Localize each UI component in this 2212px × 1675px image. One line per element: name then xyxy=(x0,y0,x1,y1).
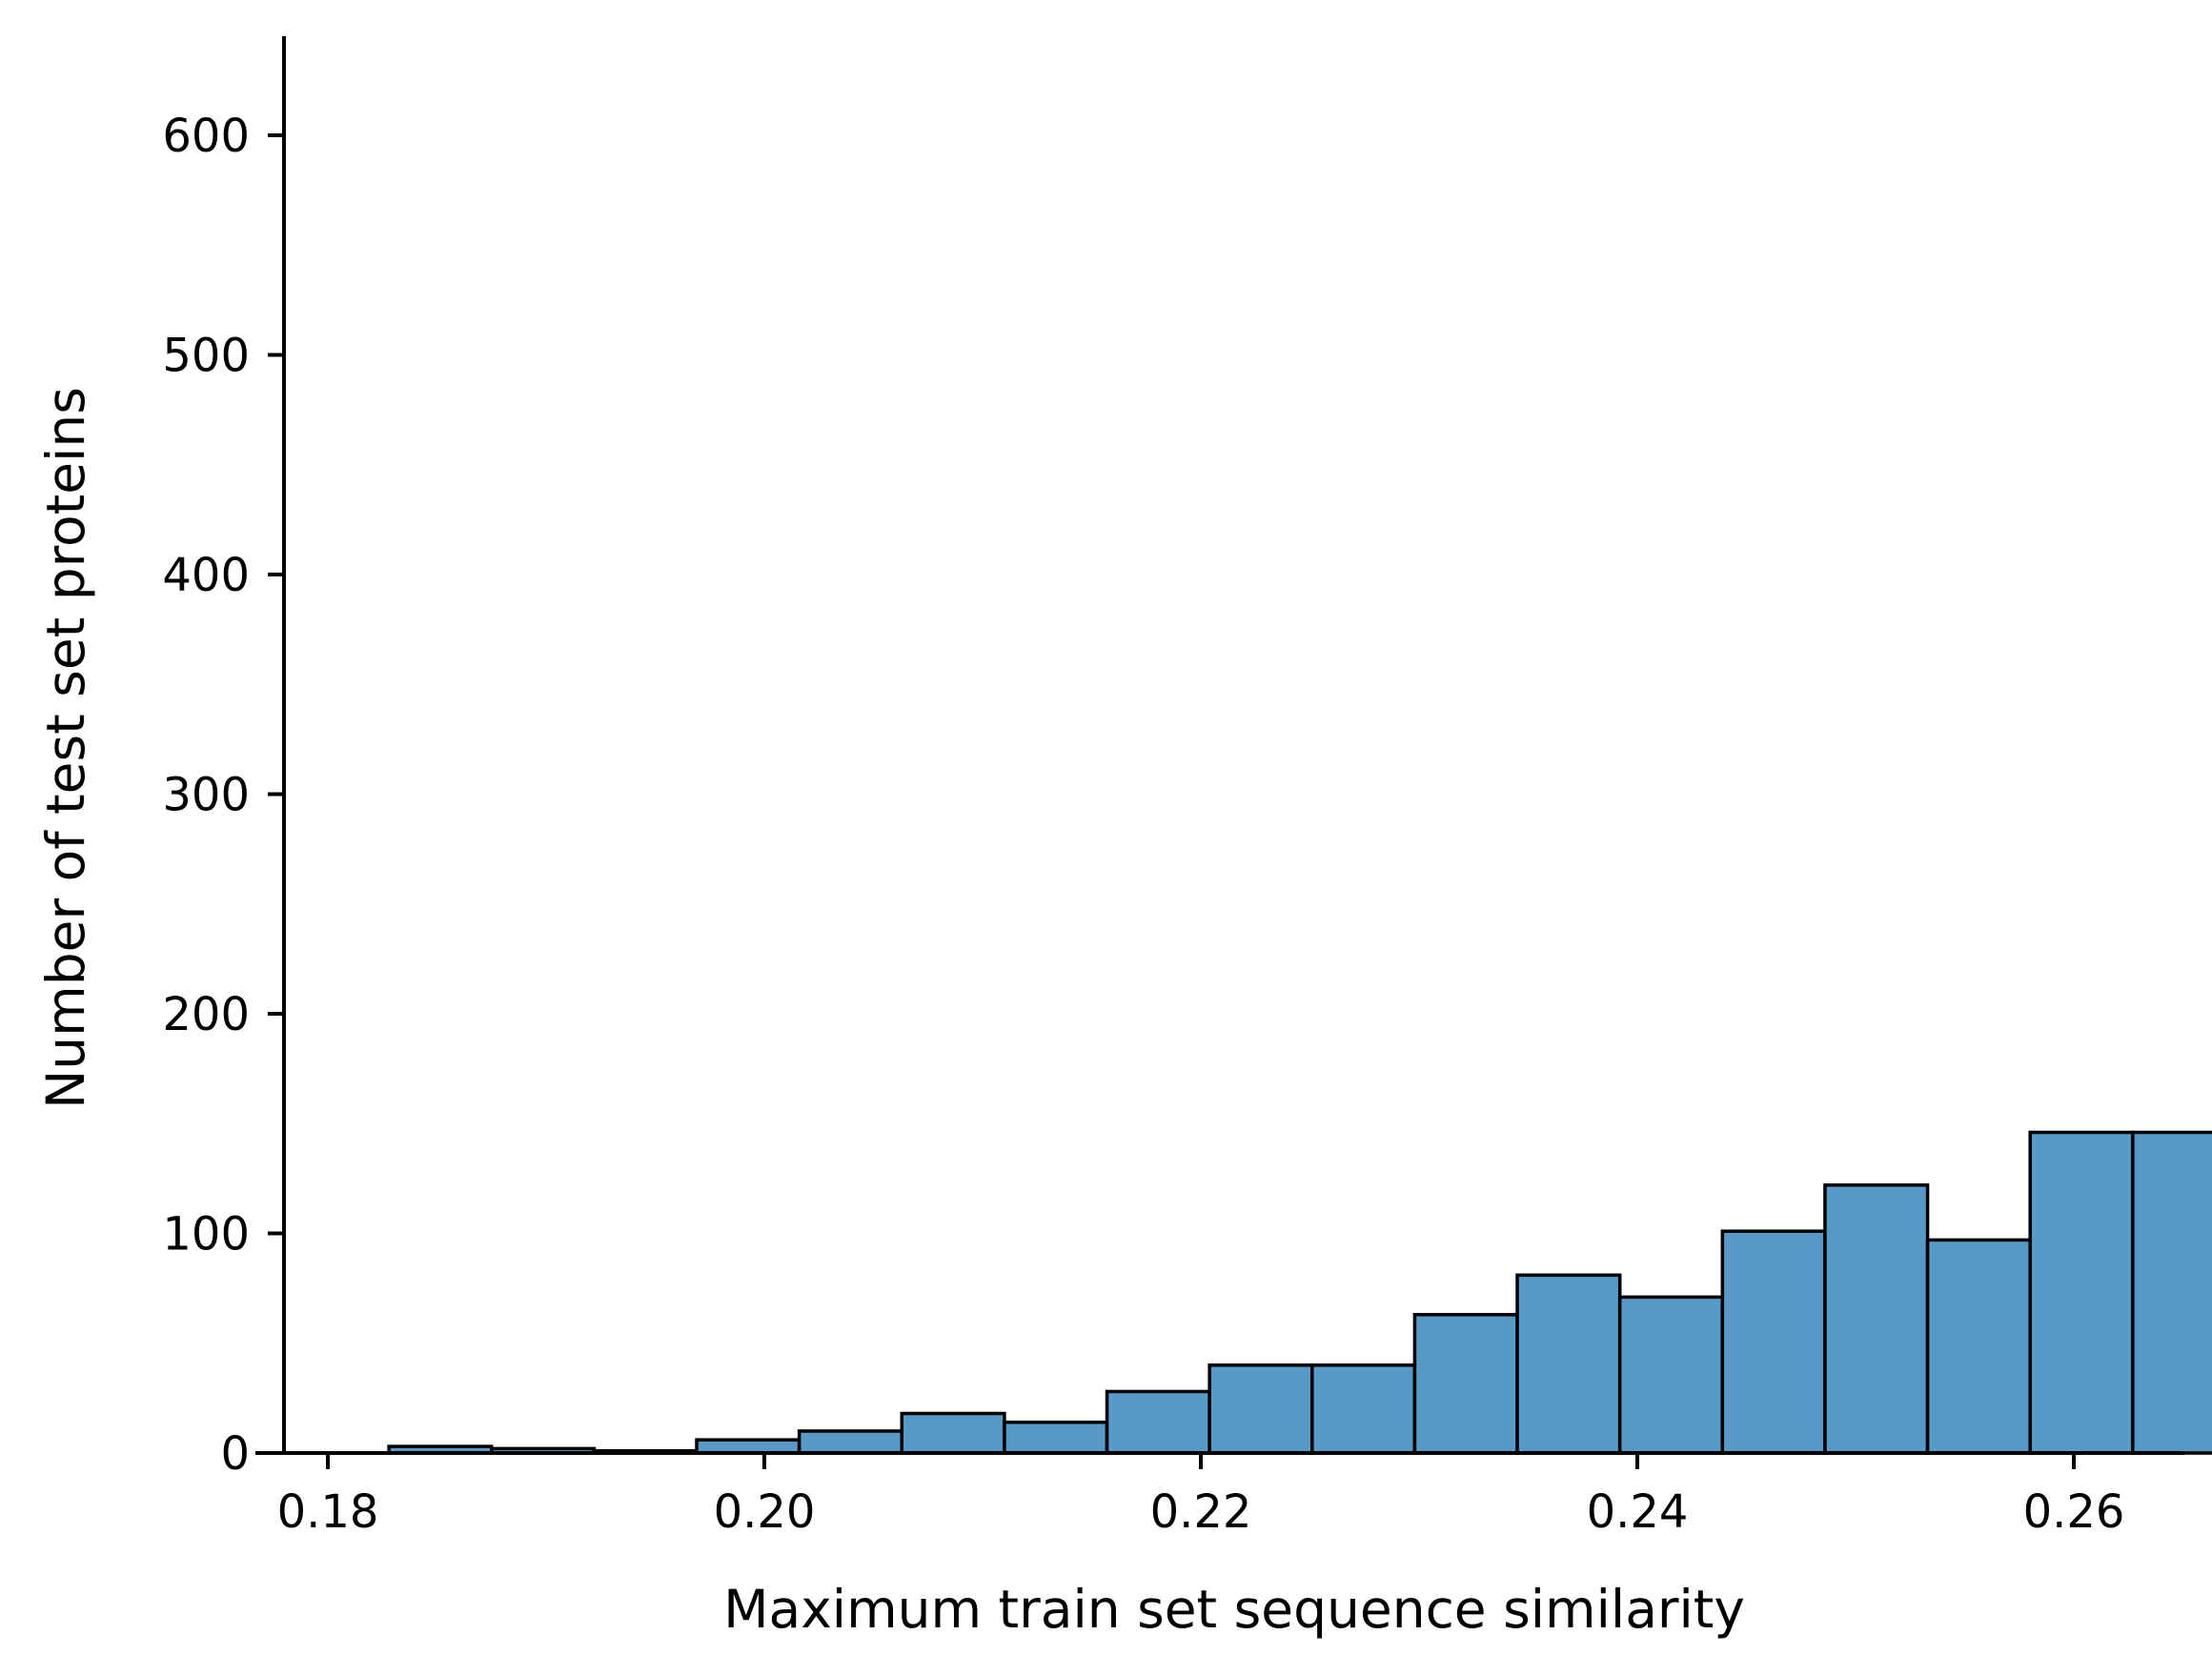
x-tick-label: 0.24 xyxy=(1587,1485,1689,1539)
histogram-bar-17 xyxy=(2131,1130,2212,1455)
y-tick-label: 600 xyxy=(162,110,250,163)
y-tick-label: 100 xyxy=(162,1208,250,1261)
histogram-bars xyxy=(387,1130,2212,1455)
histogram-bar-14 xyxy=(1823,1183,1930,1455)
x-tick-label: 0.26 xyxy=(2023,1485,2125,1539)
y-tick-label: 400 xyxy=(162,549,250,602)
histogram-bar-12 xyxy=(1617,1295,1725,1455)
y-tick-label: 200 xyxy=(162,988,250,1041)
y-tick-label: 300 xyxy=(162,769,250,822)
histogram-bar-8 xyxy=(1207,1363,1314,1455)
histogram-bar-11 xyxy=(1515,1273,1622,1455)
histogram-bar-16 xyxy=(2028,1130,2135,1455)
histogram-bar-10 xyxy=(1412,1313,1519,1455)
x-axis-label: Maximum train set sequence similarity xyxy=(723,1579,1745,1640)
y-axis-label: Number of test set proteins xyxy=(35,387,96,1109)
histogram-bar-4 xyxy=(797,1429,904,1455)
y-tick-label: 0 xyxy=(220,1427,250,1481)
x-tick-label: 0.18 xyxy=(277,1485,379,1539)
histogram-bar-6 xyxy=(1003,1420,1109,1455)
histogram-bar-5 xyxy=(900,1411,1006,1455)
y-tick-label: 500 xyxy=(162,330,250,383)
histogram-bar-3 xyxy=(695,1438,802,1455)
histogram-bar-9 xyxy=(1310,1363,1417,1455)
histogram-bar-15 xyxy=(1925,1238,2032,1455)
x-tick-label: 0.20 xyxy=(714,1485,816,1539)
histogram-bar-7 xyxy=(1105,1389,1211,1455)
y-axis-ticks: 0 100 200 300 400 500 600 xyxy=(162,110,284,1481)
x-axis-ticks: 0.180.200.220.240.260.280.300.320.34 xyxy=(277,1453,2125,1539)
x-tick-label: 0.22 xyxy=(1150,1485,1252,1539)
histogram-bar-13 xyxy=(1720,1229,1827,1455)
